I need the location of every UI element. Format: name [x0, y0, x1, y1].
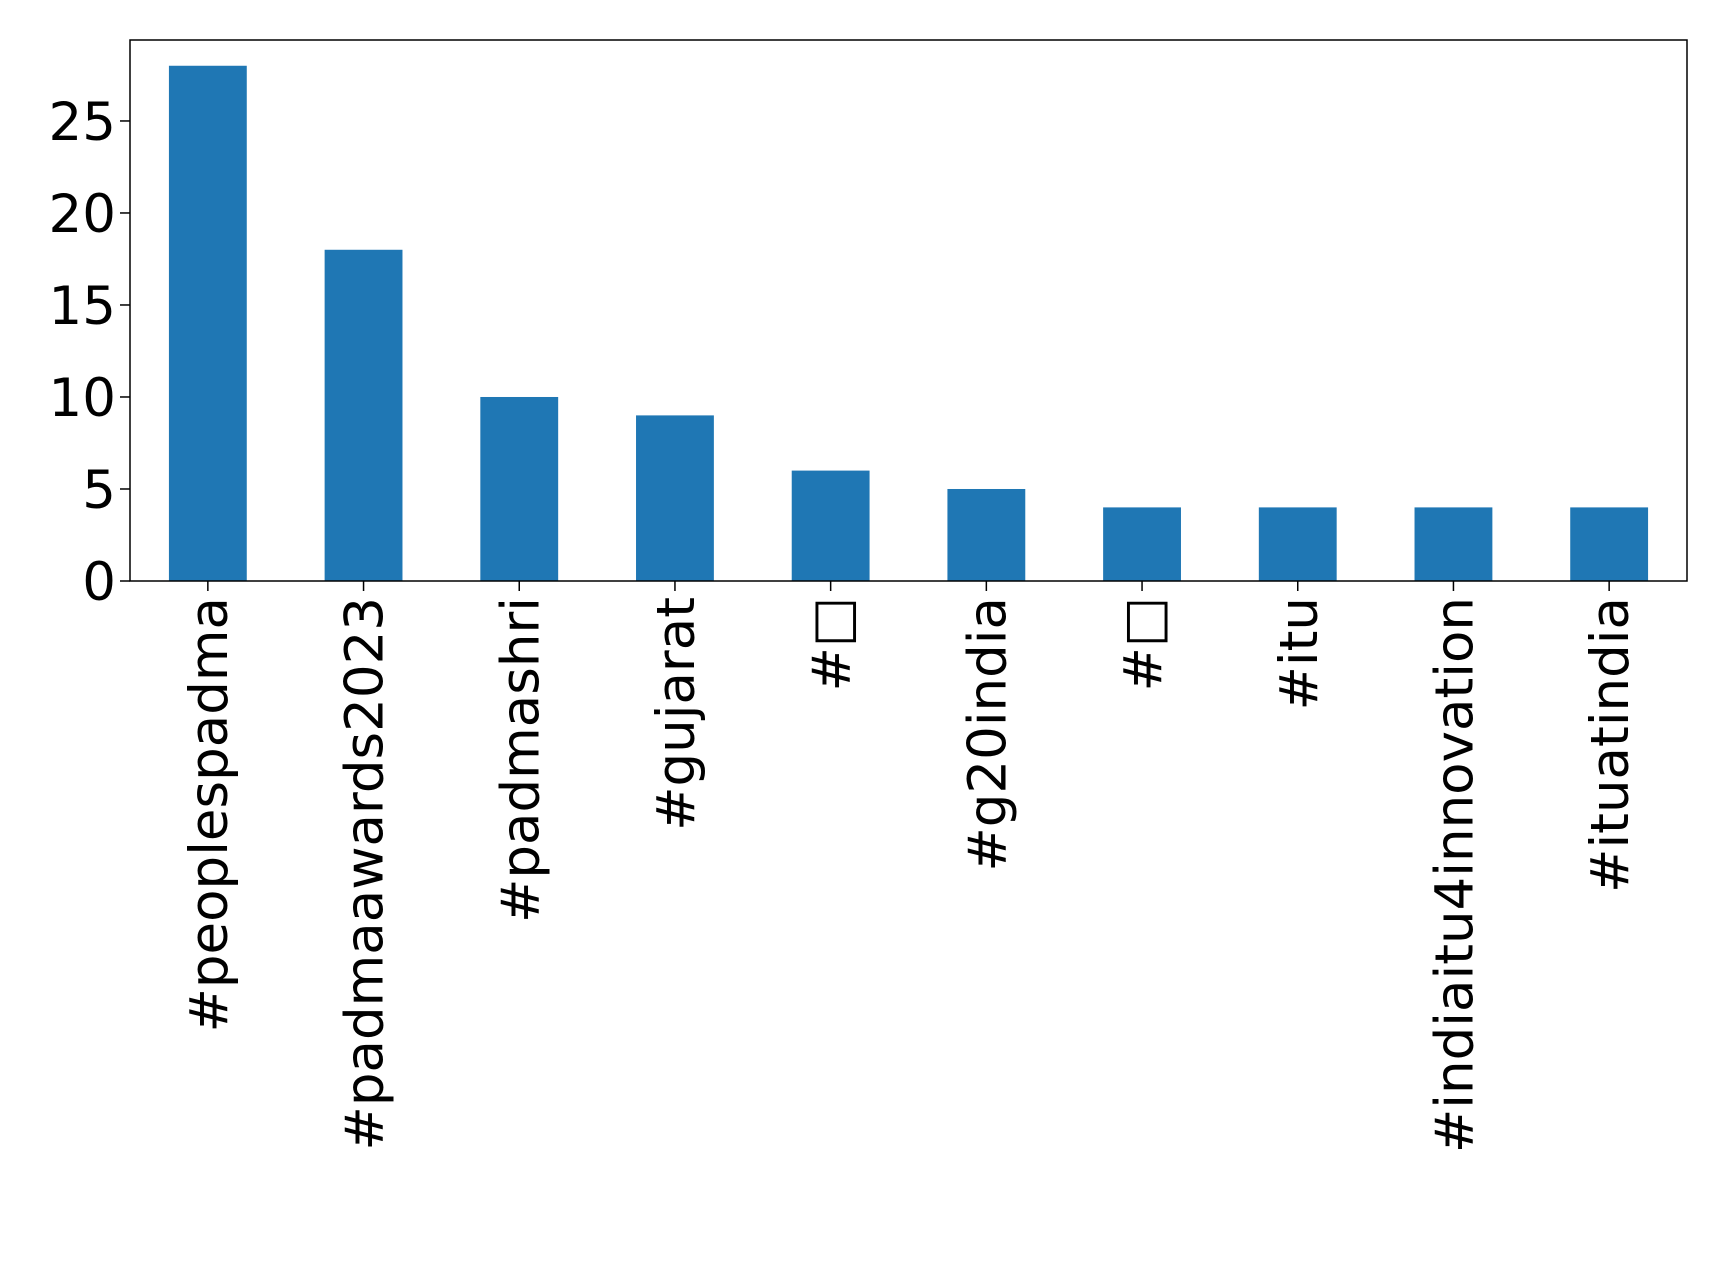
bar — [480, 396, 559, 581]
bar — [1103, 507, 1181, 581]
bar — [636, 415, 714, 581]
bar — [1258, 507, 1337, 581]
x-tick-label: #gujarat — [646, 597, 707, 831]
x-tick-label: #g20india — [957, 597, 1018, 872]
bar — [791, 470, 870, 581]
bar — [168, 65, 247, 581]
x-tick-label: #□ — [802, 597, 863, 691]
x-tick-label: #ituatindia — [1580, 597, 1641, 893]
bar — [947, 488, 1026, 581]
x-tick-label: #peoplespadma — [179, 597, 240, 1033]
y-tick-label: 25 — [49, 92, 116, 153]
x-tick-label: #□ — [1113, 597, 1174, 691]
plot-frame — [129, 39, 1688, 582]
x-tick-label: #itu — [1269, 597, 1330, 711]
y-tick-label: 0 — [82, 552, 116, 613]
y-tick-label: 20 — [49, 184, 116, 245]
x-tick-label: #padmashri — [490, 597, 551, 923]
y-tick-label: 10 — [49, 368, 116, 429]
y-tick-label: 5 — [82, 460, 116, 521]
bar — [1570, 507, 1649, 581]
y-tick-label: 15 — [49, 276, 116, 337]
bar — [324, 249, 403, 581]
bar — [1414, 507, 1493, 581]
x-tick-label: #padmaawards2023 — [335, 597, 396, 1151]
x-tick-label: #indiaitu4innovation — [1424, 597, 1485, 1153]
